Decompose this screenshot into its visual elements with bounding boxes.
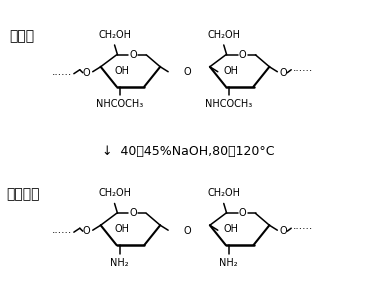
Text: NH₂: NH₂: [219, 258, 238, 268]
Text: OH: OH: [115, 224, 130, 234]
Text: OH: OH: [224, 66, 239, 76]
Text: ......: ......: [293, 63, 313, 73]
Text: O: O: [83, 68, 90, 78]
Text: O: O: [83, 226, 90, 236]
Text: キチン: キチン: [9, 29, 34, 43]
Text: キトサン: キトサン: [6, 187, 40, 201]
Text: ↓  40～45%NaOH,80～120°C: ↓ 40～45%NaOH,80～120°C: [102, 145, 274, 159]
Text: O: O: [183, 67, 191, 77]
Text: O: O: [130, 208, 137, 218]
Text: CH₂OH: CH₂OH: [207, 189, 240, 199]
Text: NH₂: NH₂: [110, 258, 129, 268]
Text: OH: OH: [224, 224, 239, 234]
Text: ......: ......: [52, 67, 72, 77]
Text: CH₂OH: CH₂OH: [207, 30, 240, 40]
Text: O: O: [239, 208, 247, 218]
Text: ......: ......: [52, 225, 72, 235]
Text: NHCOCH₃: NHCOCH₃: [96, 100, 143, 110]
Text: O: O: [183, 226, 191, 236]
Text: ......: ......: [293, 221, 313, 231]
Text: O: O: [279, 226, 287, 236]
Text: NHCOCH₃: NHCOCH₃: [205, 100, 252, 110]
Text: O: O: [130, 50, 137, 60]
Text: O: O: [239, 50, 247, 60]
Text: CH₂OH: CH₂OH: [98, 189, 131, 199]
Text: O: O: [279, 68, 287, 78]
Text: CH₂OH: CH₂OH: [98, 30, 131, 40]
Text: OH: OH: [115, 66, 130, 76]
